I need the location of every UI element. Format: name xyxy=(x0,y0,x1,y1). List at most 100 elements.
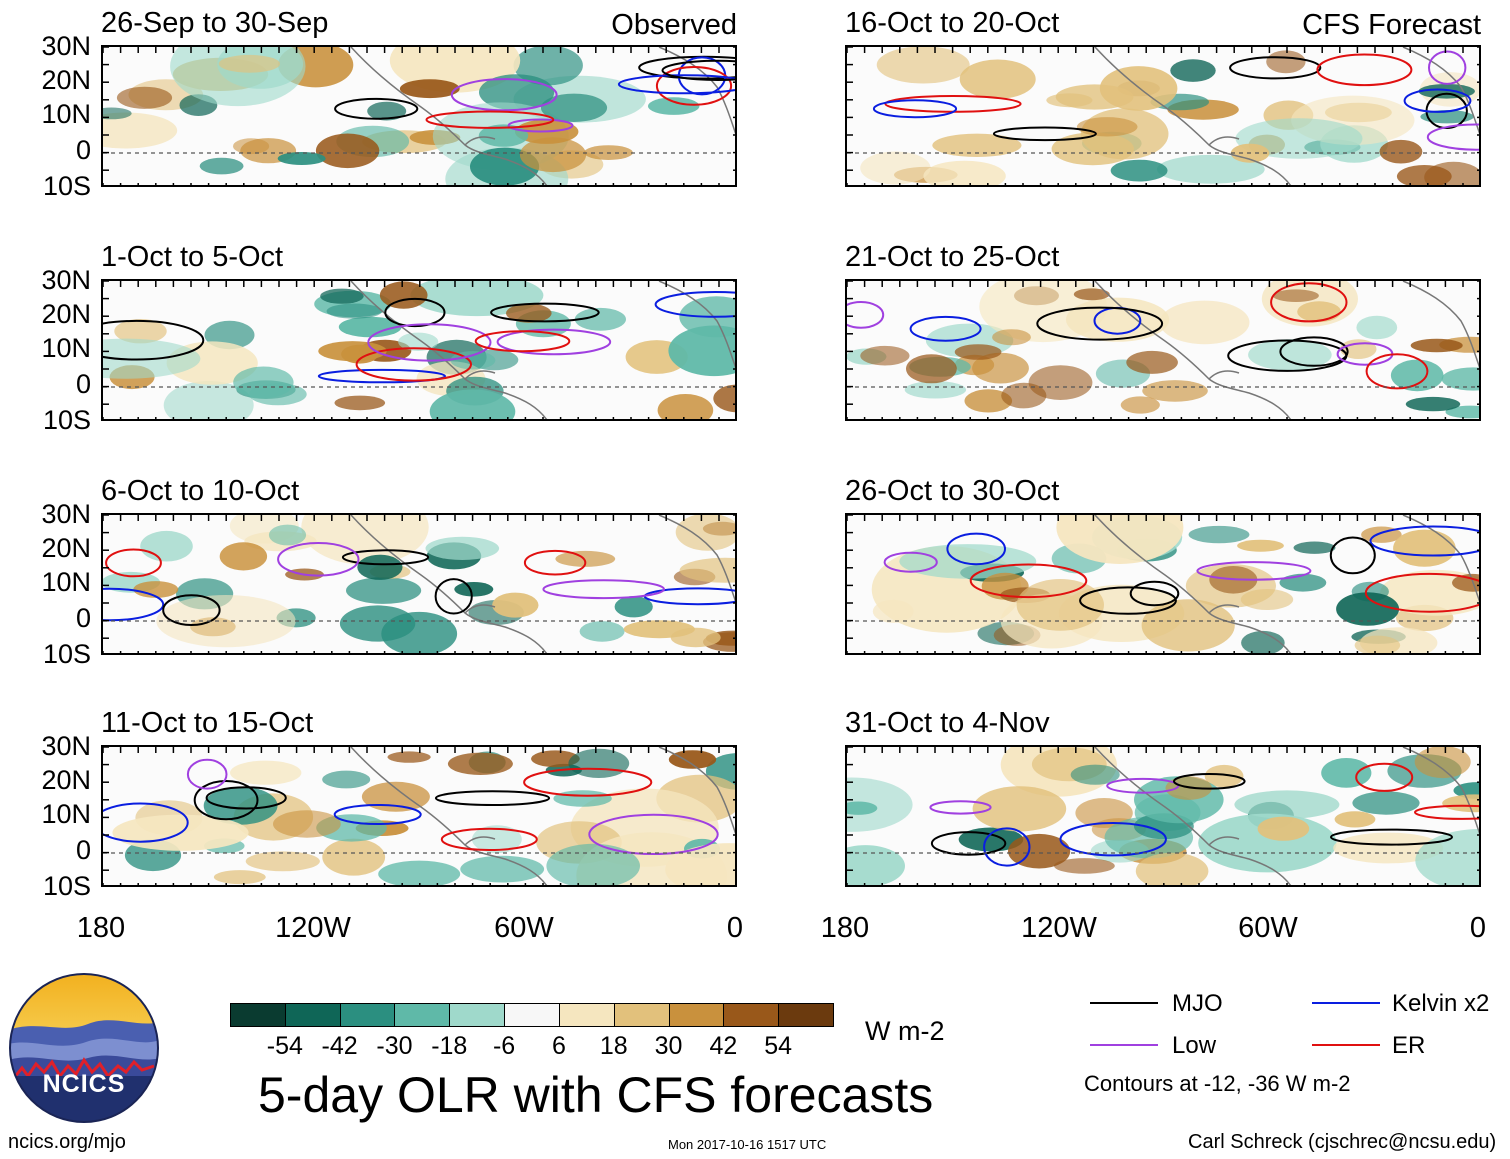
olr-field xyxy=(847,47,1479,185)
olr-anomaly-blob xyxy=(1126,350,1178,374)
olr-anomaly-blob xyxy=(1356,315,1398,340)
contour-kelvin xyxy=(872,99,958,119)
legend-line-low xyxy=(1090,1044,1158,1046)
olr-anomaly-blob xyxy=(479,74,555,111)
olr-anomaly-blob xyxy=(1297,301,1341,323)
coastline xyxy=(1094,281,1479,419)
map-panel xyxy=(101,513,737,655)
lon-label: 180 xyxy=(820,912,870,944)
olr-anomaly-blob xyxy=(338,316,402,338)
olr-anomaly-blob xyxy=(1333,832,1444,864)
lat-label: 10N xyxy=(41,99,91,129)
olr-anomaly-blob xyxy=(1076,117,1138,137)
colorbar-swatch xyxy=(723,1003,780,1027)
olr-anomaly-blob xyxy=(958,827,1024,852)
olr-anomaly-blob xyxy=(1240,589,1294,610)
contour-low xyxy=(450,78,558,112)
olr-anomaly-blob xyxy=(1046,93,1093,108)
contour-kelvin xyxy=(333,804,422,825)
olr-anomaly-blob xyxy=(519,137,587,173)
lat-label: 20N xyxy=(41,533,91,563)
contour-er xyxy=(425,110,555,129)
colorbar xyxy=(230,1003,834,1029)
olr-anomaly-blob xyxy=(1235,118,1363,159)
olr-anomaly-blob xyxy=(367,101,407,121)
coastline xyxy=(350,47,735,185)
olr-anomaly-blob xyxy=(447,752,513,775)
olr-anomaly-blob xyxy=(992,329,1031,346)
legend-note: Contours at -12, -36 W m-2 xyxy=(1084,1071,1351,1096)
olr-anomaly-blob xyxy=(346,577,422,604)
colorbar-swatch xyxy=(558,1003,615,1027)
lat-label: 30N xyxy=(41,731,91,761)
olr-field xyxy=(103,747,735,885)
contour-kelvin xyxy=(654,291,735,318)
olr-anomaly-blob xyxy=(213,870,266,885)
olr-anomaly-blob xyxy=(964,389,1013,413)
olr-anomaly-blob xyxy=(876,47,970,84)
coastline xyxy=(350,747,735,885)
colorbar-units: W m-2 xyxy=(865,1016,945,1046)
map-panel xyxy=(845,279,1481,421)
olr-field xyxy=(103,515,735,653)
lat-label: 10N xyxy=(41,567,91,597)
olr-anomaly-blob xyxy=(546,843,640,885)
contour-er xyxy=(884,95,1022,113)
olr-anomaly-blob xyxy=(163,381,254,419)
olr-anomaly-blob xyxy=(1054,858,1115,874)
contour-kelvin xyxy=(1403,88,1472,113)
lat-label: 0 xyxy=(75,835,91,865)
olr-anomaly-blob xyxy=(334,395,386,411)
olr-anomaly-blob xyxy=(114,319,167,344)
lon-label: 0 xyxy=(726,912,744,944)
contour-mjo xyxy=(1129,580,1180,607)
olr-anomaly-blob xyxy=(140,530,193,562)
contour-kelvin xyxy=(983,827,1031,867)
olr-anomaly-blob xyxy=(472,825,522,854)
lon-label: 120W xyxy=(275,912,351,944)
lon-label: 120W xyxy=(1021,912,1097,944)
olr-anomaly-blob xyxy=(614,596,653,618)
olr-anomaly-blob xyxy=(675,515,735,551)
lat-label: 20N xyxy=(41,65,91,95)
contour-er xyxy=(474,330,571,353)
map-panel xyxy=(101,745,737,887)
contour-mjo xyxy=(103,319,205,361)
contour-low xyxy=(367,323,492,362)
olr-anomaly-blob xyxy=(1159,300,1250,345)
contour-mjo xyxy=(1079,586,1177,615)
contour-low xyxy=(1196,561,1312,581)
olr-anomaly-blob xyxy=(277,152,326,165)
olr-anomaly-blob xyxy=(860,151,931,185)
olr-anomaly-blob xyxy=(847,845,905,885)
contour-mjo xyxy=(205,786,287,810)
olr-anomaly-blob xyxy=(906,354,957,384)
contour-er xyxy=(523,767,653,797)
olr-anomaly-blob xyxy=(1156,154,1265,184)
contour-mjo xyxy=(1229,56,1322,80)
colorbar-tick-label: -6 xyxy=(492,1032,516,1060)
lat-label: 0 xyxy=(75,135,91,165)
contour-mjo xyxy=(1173,773,1246,790)
panel-title: 1-Oct to 5-Oct xyxy=(101,241,284,273)
olr-anomaly-blob xyxy=(1110,159,1168,182)
contour-low xyxy=(277,542,360,577)
lat-label: 20N xyxy=(41,299,91,329)
olr-anomaly-blob xyxy=(872,599,914,623)
coastline xyxy=(1094,47,1479,185)
lat-label: 10N xyxy=(41,333,91,363)
olr-anomaly-blob xyxy=(1279,573,1327,592)
colorbar-swatch xyxy=(668,1003,725,1027)
colorbar-tick-label: -54 xyxy=(266,1032,303,1060)
contour-er xyxy=(440,827,538,852)
contour-mjo xyxy=(434,578,473,615)
contour-mjo xyxy=(434,790,551,806)
olr-anomaly-blob xyxy=(361,781,430,812)
olr-anomaly-blob xyxy=(103,112,178,149)
map-panel xyxy=(845,513,1481,655)
lon-label: 180 xyxy=(76,912,126,944)
contour-mjo xyxy=(930,831,1007,856)
lon-label: 0 xyxy=(1469,912,1487,944)
contour-low xyxy=(542,579,666,600)
olr-anomaly-blob xyxy=(713,384,735,413)
